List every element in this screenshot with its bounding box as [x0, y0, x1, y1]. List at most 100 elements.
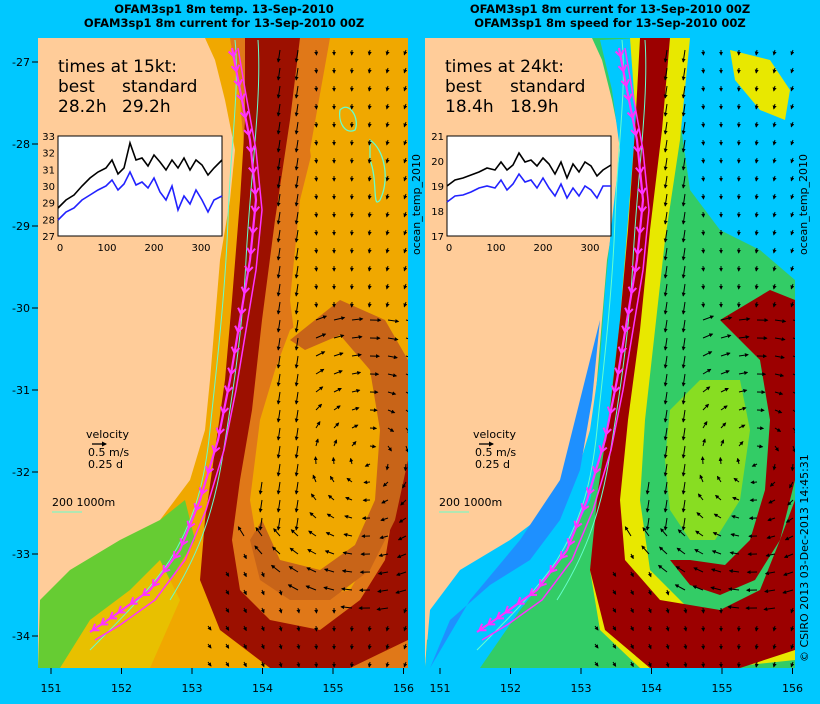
velocity-arrow: [703, 266, 704, 271]
velocity-arrow: [703, 104, 704, 109]
inset-y-tick-label: 29: [42, 199, 55, 210]
velocity-arrow: [316, 86, 317, 91]
velocity-arrow: [316, 68, 317, 73]
velocity-arrow: [316, 608, 317, 613]
left-title-line2: OFAM3sp1 8m current for 13-Sep-2010 00Z: [84, 16, 364, 30]
right-col-best: best: [445, 77, 482, 97]
inset-y-tick-label: 32: [42, 149, 55, 160]
velocity-arrow: [703, 608, 704, 613]
velocity-arrow: [703, 457, 704, 464]
lat-tick-label: -29: [12, 220, 30, 233]
left-times-heading: times at 15kt:: [58, 57, 177, 77]
velocity-arrow: [703, 140, 704, 145]
velocity-arrow: [316, 50, 317, 55]
velocity-arrow: [703, 302, 704, 307]
velocity-arrow: [703, 122, 704, 127]
lat-tick-label: -30: [12, 302, 30, 315]
inset-x-tick-label: 100: [97, 243, 116, 254]
inset-y-tick-label: 31: [42, 165, 55, 176]
inset-y-tick-label: 28: [42, 215, 55, 226]
inset-x-tick-label: 200: [533, 243, 552, 254]
velocity-arrow: [316, 104, 317, 109]
right-best-value: 18.4h: [445, 97, 494, 117]
left-best-value: 28.2h: [58, 97, 107, 117]
velocity-arrow: [703, 248, 704, 253]
right-depth-label: 200 1000m: [439, 496, 502, 509]
velocity-arrow: [316, 140, 317, 145]
inset-y-tick-label: 21: [431, 132, 444, 143]
lat-tick-label: -28: [12, 138, 30, 151]
left-duration-label: 0.25 d: [88, 458, 123, 471]
lon-tick-label: 154: [252, 682, 273, 695]
right-times-heading: times at 24kt:: [445, 57, 564, 77]
velocity-arrow: [316, 176, 317, 181]
velocity-arrow: [316, 212, 317, 217]
inset-x-tick-label: 100: [486, 243, 505, 254]
velocity-arrow: [333, 458, 334, 464]
lon-tick-label: 156: [393, 682, 414, 695]
velocity-arrow: [316, 158, 317, 163]
lon-tick-label: 153: [182, 682, 203, 695]
velocity-arrow: [316, 662, 317, 667]
left-col-standard: standard: [122, 77, 197, 97]
velocity-arrow: [703, 230, 704, 235]
lat-tick-label: -34: [12, 630, 30, 643]
velocity-arrow: [316, 122, 317, 127]
left-standard-value: 29.2h: [122, 97, 171, 117]
velocity-arrow: [703, 158, 704, 163]
velocity-arrow: [703, 212, 704, 217]
velocity-arrow: [316, 230, 317, 235]
velocity-arrow: [316, 248, 317, 253]
latitude-axis: -27 -28 -29 -30 -31 -32 -33 -34: [12, 56, 38, 643]
velocity-arrow: [316, 194, 317, 199]
lat-tick-label: -33: [12, 548, 30, 561]
right-side-label: ocean_temp_2010: [797, 154, 810, 255]
velocity-arrow: [751, 482, 757, 483]
inset-y-tick-label: 19: [431, 182, 444, 193]
velocity-arrow: [703, 626, 704, 631]
inset-x-tick-label: 0: [446, 243, 452, 254]
lat-tick-label: -32: [12, 466, 30, 479]
right-duration-label: 0.25 d: [475, 458, 510, 471]
lon-tick-label: 152: [500, 682, 521, 695]
lat-tick-label: -27: [12, 56, 30, 69]
right-standard-value: 18.9h: [510, 97, 559, 117]
lon-tick-label: 154: [641, 682, 662, 695]
lon-tick-label: 153: [571, 682, 592, 695]
inset-y-tick-label: 33: [42, 132, 55, 143]
velocity-arrow: [720, 458, 721, 464]
right-velocity-label: velocity: [473, 428, 516, 441]
lat-tick-label: -31: [12, 384, 30, 397]
left-velocity-label: velocity: [86, 428, 129, 441]
velocity-arrow: [703, 194, 704, 199]
inset-x-tick-label: 0: [57, 243, 63, 254]
velocity-arrow: [316, 626, 317, 631]
velocity-arrow: [792, 464, 793, 471]
velocity-arrow: [703, 644, 704, 649]
velocity-arrow: [703, 86, 704, 91]
velocity-arrow: [316, 457, 317, 464]
velocity-arrow: [703, 68, 704, 73]
right-title-line1: OFAM3sp1 8m current for 13-Sep-2010 00Z: [470, 2, 750, 16]
inset-x-tick-label: 200: [144, 243, 163, 254]
left-side-label: ocean_temp_2010: [410, 154, 423, 255]
velocity-arrow: [316, 284, 317, 289]
lon-tick-label: 155: [712, 682, 733, 695]
left-title-line1: OFAM3sp1 8m temp. 13-Sep-2010: [114, 2, 333, 16]
velocity-arrow: [316, 644, 317, 649]
velocity-arrow: [703, 662, 704, 667]
velocity-arrow: [316, 302, 317, 307]
lon-tick-label: 155: [323, 682, 344, 695]
inset-y-tick-label: 20: [431, 157, 444, 168]
lon-tick-label: 151: [430, 682, 451, 695]
velocity-arrow: [703, 176, 704, 181]
inset-y-tick-label: 27: [42, 232, 55, 243]
right-title-line2: OFAM3sp1 8m speed for 13-Sep-2010 00Z: [474, 16, 745, 30]
inset-y-tick-label: 18: [431, 207, 444, 218]
